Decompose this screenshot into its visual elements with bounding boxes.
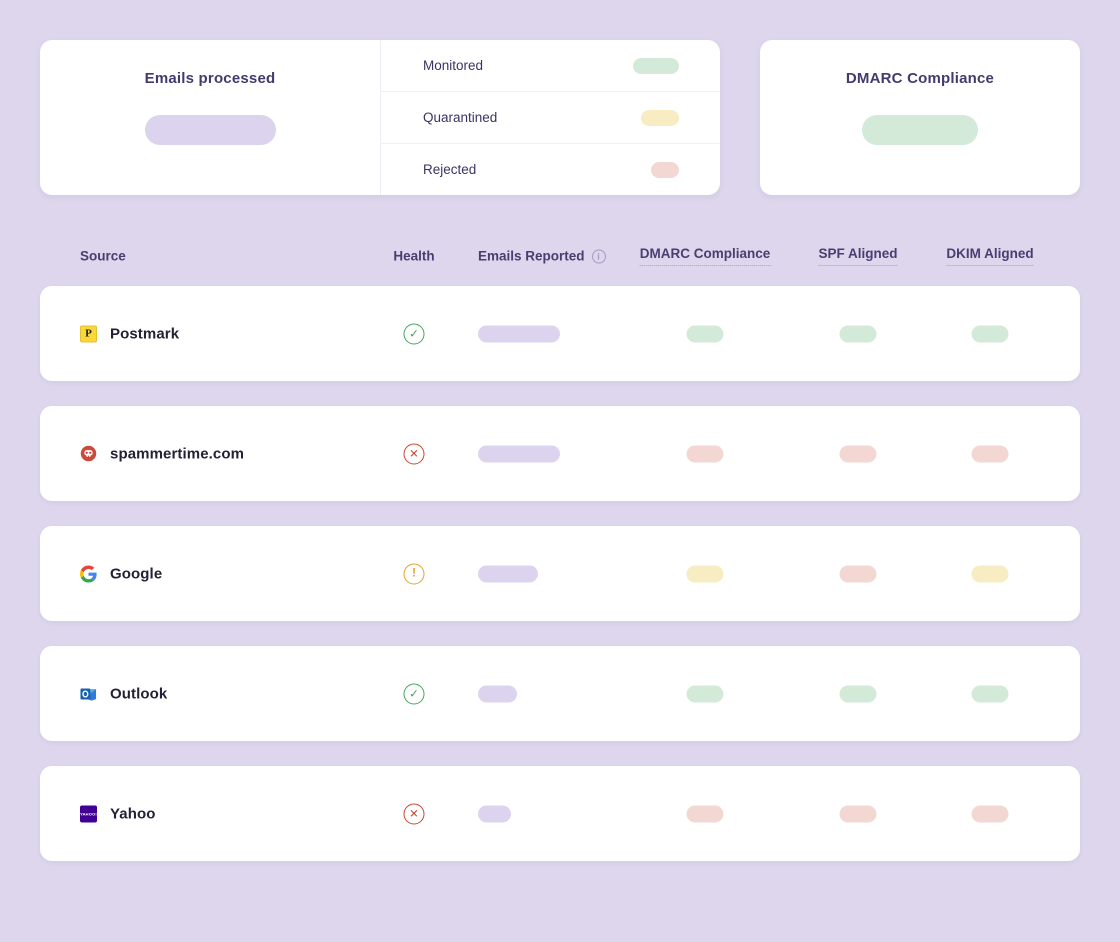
dmarc-compliance-pill bbox=[686, 565, 724, 582]
breakdown-item-quarantined: Quarantined bbox=[381, 91, 720, 143]
source-name: Postmark bbox=[110, 325, 180, 342]
breakdown-item-monitored: Monitored bbox=[381, 40, 720, 91]
emails-processed-pane: Emails processed bbox=[40, 40, 380, 195]
table-row-outlook[interactable]: Outlook ✓ bbox=[40, 646, 1080, 741]
header-dkim-aligned[interactable]: DKIM Aligned bbox=[946, 246, 1034, 266]
source-cell: spammertime.com bbox=[80, 445, 244, 462]
dkim-aligned-pill bbox=[971, 445, 1009, 462]
card-divider bbox=[380, 40, 381, 195]
google-logo-icon bbox=[80, 565, 97, 582]
source-cell: YAHOO! Yahoo bbox=[80, 805, 156, 822]
source-cell: Google bbox=[80, 565, 162, 582]
table-row-postmark[interactable]: P Postmark ✓ bbox=[40, 286, 1080, 381]
dmarc-compliance-pill bbox=[686, 445, 724, 462]
emails-reported-pill bbox=[478, 325, 560, 342]
dmarc-compliance-title: DMARC Compliance bbox=[845, 70, 995, 87]
header-source: Source bbox=[80, 248, 126, 264]
header-emails-reported-label: Emails Reported bbox=[478, 248, 585, 264]
source-name: Yahoo bbox=[110, 805, 156, 822]
table-row-yahoo[interactable]: YAHOO! Yahoo ✕ bbox=[40, 766, 1080, 861]
emails-reported-pill bbox=[478, 445, 560, 462]
outlook-logo-icon bbox=[80, 685, 97, 702]
dmarc-compliance-pill bbox=[686, 805, 724, 822]
source-cell: Outlook bbox=[80, 685, 167, 702]
header-emails-reported: Emails Reported i bbox=[478, 249, 606, 264]
emails-reported-pill bbox=[478, 685, 517, 702]
health-badge: ✓ bbox=[403, 683, 425, 704]
table-row-google[interactable]: Google ! bbox=[40, 526, 1080, 621]
source-cell: P Postmark bbox=[80, 325, 179, 342]
health-badge: ! bbox=[403, 563, 425, 584]
summary-cards: Emails processed Monitored Quarantined R… bbox=[40, 40, 1080, 195]
spam-skull-logo-icon bbox=[80, 445, 97, 462]
dkim-aligned-pill bbox=[971, 325, 1009, 342]
dkim-aligned-pill bbox=[971, 565, 1009, 582]
header-health: Health bbox=[393, 248, 435, 264]
breakdown-label: Quarantined bbox=[423, 110, 498, 125]
emails-reported-pill bbox=[478, 805, 511, 822]
rejected-value-pill bbox=[651, 161, 679, 178]
dmarc-compliance-pill bbox=[686, 325, 724, 342]
header-dmarc-compliance[interactable]: DMARC Compliance bbox=[639, 246, 771, 266]
info-icon[interactable]: i bbox=[591, 249, 606, 263]
dmarc-compliance-value-pill bbox=[862, 115, 978, 145]
breakdown-item-rejected: Rejected bbox=[381, 143, 720, 195]
emails-processed-card: Emails processed Monitored Quarantined R… bbox=[40, 40, 720, 195]
emails-processed-value-pill bbox=[144, 115, 276, 145]
sources-table-header: Source Health Emails Reported i DMARC Co… bbox=[40, 240, 1080, 272]
health-badge: ✕ bbox=[403, 803, 425, 824]
dmarc-compliance-card: DMARC Compliance bbox=[760, 40, 1080, 195]
health-badge: ✕ bbox=[403, 443, 425, 464]
monitored-value-pill bbox=[633, 57, 679, 74]
dmarc-compliance-pill bbox=[686, 685, 724, 702]
health-badge: ✓ bbox=[403, 323, 425, 344]
disposition-breakdown: Monitored Quarantined Rejected bbox=[381, 40, 720, 195]
breakdown-label: Monitored bbox=[423, 58, 484, 73]
emails-reported-pill bbox=[478, 565, 538, 582]
breakdown-label: Rejected bbox=[423, 162, 477, 177]
spf-aligned-pill bbox=[839, 325, 877, 342]
spf-aligned-pill bbox=[839, 685, 877, 702]
spf-aligned-pill bbox=[839, 805, 877, 822]
yahoo-logo-icon: YAHOO! bbox=[80, 805, 97, 822]
quarantined-value-pill bbox=[641, 109, 679, 126]
source-name: Google bbox=[110, 565, 163, 582]
dkim-aligned-pill bbox=[971, 685, 1009, 702]
source-name: Outlook bbox=[110, 685, 168, 702]
spf-aligned-pill bbox=[839, 565, 877, 582]
emails-processed-title: Emails processed bbox=[144, 70, 276, 87]
postmark-logo-icon: P bbox=[80, 325, 97, 342]
table-row-spammertime[interactable]: spammertime.com ✕ bbox=[40, 406, 1080, 501]
source-name: spammertime.com bbox=[110, 445, 245, 462]
spf-aligned-pill bbox=[839, 445, 877, 462]
dkim-aligned-pill bbox=[971, 805, 1009, 822]
header-spf-aligned[interactable]: SPF Aligned bbox=[818, 246, 898, 266]
